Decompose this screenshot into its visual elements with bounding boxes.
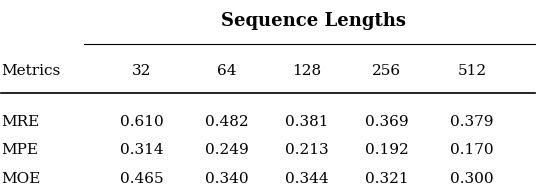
Text: 512: 512 xyxy=(458,65,487,78)
Text: MRE: MRE xyxy=(2,115,40,129)
Text: 0.381: 0.381 xyxy=(285,115,329,129)
Text: 0.610: 0.610 xyxy=(120,115,163,129)
Text: 32: 32 xyxy=(132,65,151,78)
Text: 0.321: 0.321 xyxy=(365,172,409,186)
Text: 0.344: 0.344 xyxy=(285,172,329,186)
Text: 256: 256 xyxy=(373,65,401,78)
Text: MOE: MOE xyxy=(2,172,41,186)
Text: 0.192: 0.192 xyxy=(365,143,409,157)
Text: 64: 64 xyxy=(217,65,237,78)
Text: 0.369: 0.369 xyxy=(365,115,409,129)
Text: 0.170: 0.170 xyxy=(450,143,494,157)
Text: 0.213: 0.213 xyxy=(285,143,329,157)
Text: 0.482: 0.482 xyxy=(205,115,249,129)
Text: Metrics: Metrics xyxy=(2,65,61,78)
Text: 0.465: 0.465 xyxy=(120,172,163,186)
Text: 0.340: 0.340 xyxy=(205,172,249,186)
Text: 0.314: 0.314 xyxy=(120,143,163,157)
Text: 128: 128 xyxy=(292,65,322,78)
Text: 0.249: 0.249 xyxy=(205,143,249,157)
Text: MPE: MPE xyxy=(2,143,39,157)
Text: Sequence Lengths: Sequence Lengths xyxy=(221,12,406,31)
Text: 0.300: 0.300 xyxy=(450,172,494,186)
Text: 0.379: 0.379 xyxy=(450,115,494,129)
